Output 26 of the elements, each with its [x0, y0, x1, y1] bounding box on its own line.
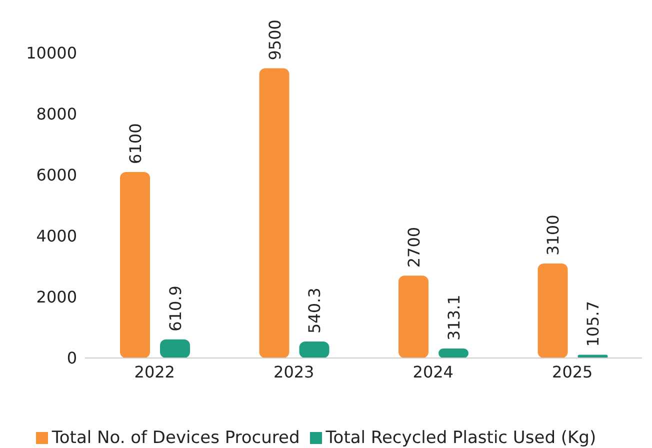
bar	[120, 172, 150, 358]
bar	[398, 276, 428, 358]
x-tick-label: 2022	[134, 362, 175, 382]
legend-label: Total No. of Devices Procured	[52, 428, 300, 448]
data-label: 313.1	[444, 294, 464, 340]
y-tick-label: 4000	[36, 226, 77, 246]
y-tick-label: 0	[66, 348, 77, 368]
y-tick-label: 8000	[36, 104, 77, 124]
data-label: 6100	[126, 123, 145, 164]
bar	[160, 339, 190, 358]
bar	[259, 68, 290, 358]
x-tick-label: 2023	[274, 362, 314, 382]
y-tick-label: 10000	[26, 44, 77, 63]
x-tick-label: 2025	[552, 362, 593, 382]
legend-label: Total Recycled Plastic Used (Kg)	[326, 428, 596, 448]
bar	[538, 263, 568, 358]
data-label: 540.3	[305, 288, 324, 334]
data-label: 2700	[404, 226, 424, 268]
data-label: 9500	[265, 20, 284, 60]
data-label: 3100	[544, 214, 563, 256]
y-tick-label: 2000	[36, 288, 77, 307]
data-label: 105.7	[584, 300, 603, 347]
x-tick-label: 2024	[412, 362, 454, 382]
y-tick-label: 6000	[36, 166, 77, 185]
data-label: 610.9	[166, 286, 185, 332]
bar	[299, 342, 330, 358]
